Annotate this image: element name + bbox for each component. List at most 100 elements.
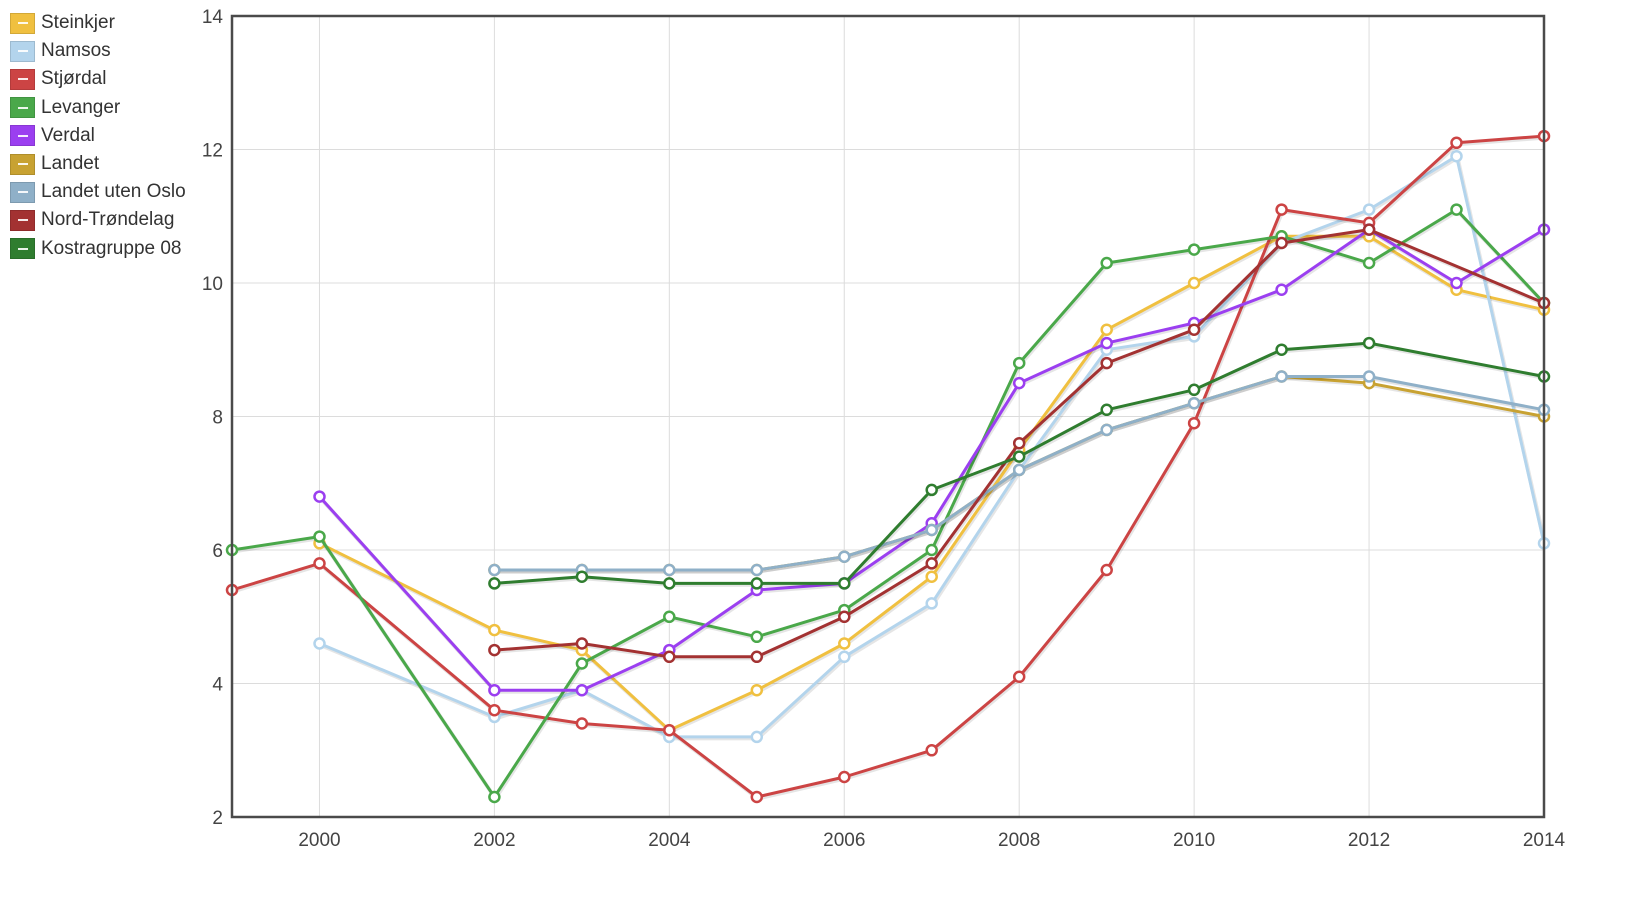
data-point — [925, 557, 938, 570]
x-tick-label: 2004 — [648, 830, 691, 851]
legend-label: Kostragruppe 08 — [41, 237, 182, 259]
x-tick-label: 2012 — [1348, 830, 1390, 851]
data-point — [663, 723, 676, 737]
data-point — [1275, 370, 1288, 383]
data-point — [575, 657, 589, 670]
legend-item[interactable]: Kostragruppe 08 — [10, 235, 186, 263]
data-point — [925, 597, 938, 610]
data-point — [1187, 276, 1201, 290]
legend-item[interactable]: Landet — [10, 150, 186, 178]
data-point — [488, 790, 501, 804]
data-point — [575, 570, 589, 583]
legend-item[interactable]: Verdal — [10, 122, 186, 150]
legend-swatch — [10, 181, 35, 203]
data-point — [313, 490, 326, 503]
data-point — [838, 637, 851, 650]
legend-item[interactable]: Landet uten Oslo — [10, 178, 186, 206]
legend: Steinkjer Namsos Stjørdal Levanger Verdal Lan… — [10, 9, 186, 263]
plot-border — [230, 14, 1546, 819]
data-point — [1100, 323, 1113, 336]
data-point — [1450, 276, 1463, 290]
data-point — [1012, 356, 1026, 370]
data-point — [1362, 370, 1376, 383]
legend-item[interactable]: Namsos — [10, 37, 186, 65]
data-point — [575, 683, 589, 697]
data-point — [1100, 423, 1113, 437]
data-point — [838, 550, 851, 563]
data-point — [488, 623, 501, 637]
y-tick-label: 14 — [202, 7, 224, 28]
legend-label: Landet — [41, 153, 100, 175]
data-point — [575, 637, 589, 650]
data-point — [838, 650, 851, 664]
data-point — [1275, 283, 1288, 296]
data-point — [1187, 243, 1201, 256]
series-group — [225, 129, 1551, 804]
data-point — [838, 770, 851, 784]
data-point — [488, 683, 501, 697]
data-point — [313, 530, 326, 543]
data-point — [1275, 203, 1288, 216]
data-point — [488, 703, 501, 717]
data-point — [1450, 149, 1463, 163]
data-point — [1012, 450, 1026, 463]
data-point — [1362, 256, 1376, 270]
y-tick-label: 10 — [202, 274, 223, 295]
data-point — [663, 650, 676, 664]
data-point — [1012, 670, 1026, 684]
data-point — [925, 483, 938, 497]
y-tick-label: 4 — [212, 675, 223, 696]
legend-swatch — [10, 125, 35, 147]
data-point — [1187, 383, 1201, 397]
series-line — [318, 228, 1546, 692]
data-point — [1450, 203, 1463, 216]
data-point — [1012, 463, 1026, 477]
series-line — [318, 154, 1546, 739]
legend-swatch — [10, 153, 35, 175]
legend-swatch — [10, 40, 35, 62]
data-point — [925, 570, 938, 583]
data-point — [1100, 403, 1113, 417]
data-point — [313, 637, 326, 650]
legend-label: Levanger — [41, 96, 121, 118]
legend-item[interactable]: Levanger — [10, 94, 186, 122]
y-axis: 2 4 6 8 10 12 14 — [202, 7, 224, 829]
data-point — [1100, 336, 1113, 350]
data-point — [1100, 356, 1113, 370]
legend-item[interactable]: Stjørdal — [10, 65, 186, 93]
data-point — [1362, 223, 1376, 236]
data-point — [750, 790, 764, 804]
series-stj-rdal — [225, 129, 1551, 804]
x-tick-label: 2002 — [473, 830, 515, 851]
data-point — [1450, 136, 1463, 150]
legend-item[interactable]: Nord-Trøndelag — [10, 206, 186, 234]
legend-item[interactable]: Steinkjer — [10, 9, 186, 37]
data-point — [1275, 343, 1288, 356]
data-point — [1362, 336, 1376, 350]
x-tick-label: 2008 — [998, 830, 1040, 851]
legend-label: Nord-Trøndelag — [41, 209, 175, 231]
data-point — [1100, 256, 1113, 270]
x-tick-label: 2000 — [298, 830, 340, 851]
legend-swatch — [10, 238, 35, 260]
data-point — [1187, 416, 1201, 430]
x-tick-label: 2006 — [823, 830, 865, 851]
series-line — [492, 375, 1546, 572]
x-tick-label: 2010 — [1173, 830, 1215, 851]
legend-label: Stjørdal — [41, 68, 107, 90]
y-tick-label: 12 — [202, 141, 223, 162]
data-point — [925, 543, 938, 557]
data-point — [313, 557, 326, 570]
series-nord-tr-ndelag — [488, 223, 1551, 664]
legend-label: Landet uten Oslo — [41, 181, 186, 203]
series-kostragruppe-08 — [488, 336, 1551, 590]
data-point — [1187, 323, 1201, 336]
x-tick-label: 2014 — [1523, 830, 1566, 851]
data-point — [838, 577, 851, 590]
series-line-shadow — [319, 229, 1547, 694]
legend-swatch — [10, 209, 35, 231]
data-point — [1012, 376, 1026, 390]
data-point — [1275, 236, 1288, 250]
data-point — [925, 744, 938, 757]
